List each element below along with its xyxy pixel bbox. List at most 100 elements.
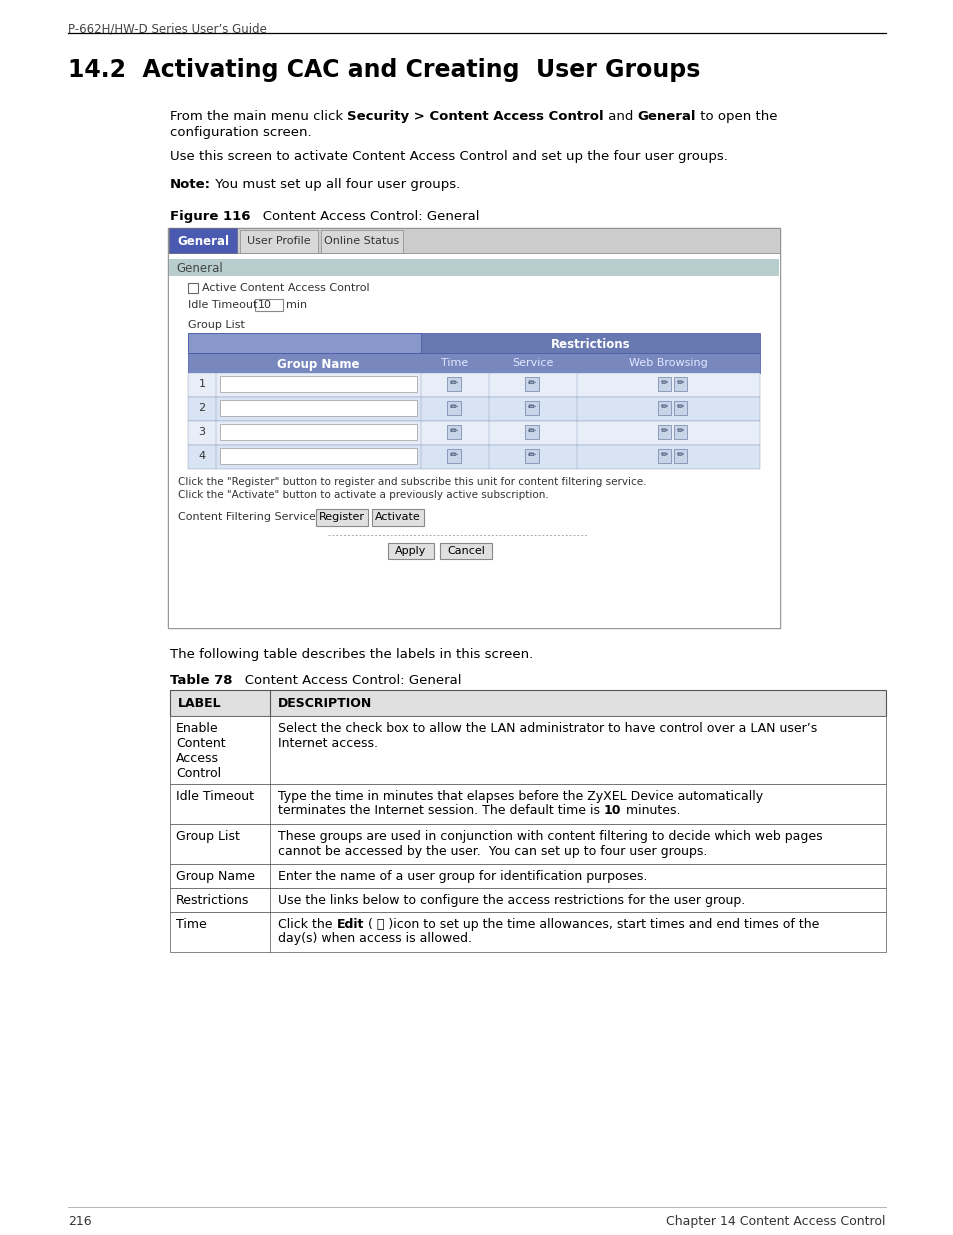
Bar xyxy=(674,450,687,463)
Text: General: General xyxy=(177,235,229,248)
Text: ✏: ✏ xyxy=(660,378,667,388)
Bar xyxy=(169,259,779,275)
Bar xyxy=(188,421,760,445)
Text: Content Filtering Service: Content Filtering Service xyxy=(178,513,315,522)
Bar xyxy=(240,230,317,253)
Text: ✏: ✏ xyxy=(450,403,457,412)
Text: 3: 3 xyxy=(198,427,205,437)
Bar xyxy=(188,353,760,373)
Text: Active Content Access Control: Active Content Access Control xyxy=(202,283,369,293)
Text: Restrictions: Restrictions xyxy=(550,338,630,351)
Text: Enter the name of a user group for identification purposes.: Enter the name of a user group for ident… xyxy=(277,869,647,883)
Bar xyxy=(220,400,416,416)
Bar xyxy=(658,450,671,463)
Text: terminates the Internet session. The default time is: terminates the Internet session. The def… xyxy=(277,804,603,818)
Text: 10: 10 xyxy=(603,804,620,818)
Text: Select the check box to allow the LAN administrator to have control over a LAN u: Select the check box to allow the LAN ad… xyxy=(277,722,817,750)
Bar xyxy=(315,509,368,526)
Bar xyxy=(524,377,538,391)
Bar xyxy=(674,401,687,415)
Text: Content Access Control: General: Content Access Control: General xyxy=(233,674,461,687)
Bar xyxy=(168,228,780,629)
Bar xyxy=(170,911,885,952)
Bar xyxy=(447,377,460,391)
Text: ✏: ✏ xyxy=(660,403,667,411)
Text: Register: Register xyxy=(318,513,365,522)
Text: Web Browsing: Web Browsing xyxy=(628,358,707,368)
Text: 216: 216 xyxy=(68,1215,91,1228)
Text: Edit: Edit xyxy=(336,918,363,931)
Text: Group Name: Group Name xyxy=(277,358,359,370)
Text: to open the: to open the xyxy=(696,110,777,124)
Text: Activate: Activate xyxy=(375,513,420,522)
Text: Idle Timeout: Idle Timeout xyxy=(188,300,257,310)
Bar xyxy=(524,401,538,415)
Text: Group List: Group List xyxy=(188,320,245,330)
Text: From the main menu click: From the main menu click xyxy=(170,110,347,124)
Text: Figure 116: Figure 116 xyxy=(170,210,251,224)
Text: Group List: Group List xyxy=(175,830,239,844)
Text: ✏: ✏ xyxy=(527,403,536,412)
Text: Time: Time xyxy=(175,918,207,931)
Bar xyxy=(170,864,885,888)
Text: 4: 4 xyxy=(198,451,205,461)
Text: General: General xyxy=(175,262,222,275)
Text: User Profile: User Profile xyxy=(247,236,311,246)
Text: Enable
Content
Access
Control: Enable Content Access Control xyxy=(175,722,226,781)
Text: DESCRIPTION: DESCRIPTION xyxy=(277,697,372,710)
Text: Click the "Register" button to register and subscribe this unit for content filt: Click the "Register" button to register … xyxy=(178,477,646,487)
Text: Apply: Apply xyxy=(395,546,426,556)
Text: Restrictions: Restrictions xyxy=(175,894,249,906)
Bar xyxy=(447,401,460,415)
Bar xyxy=(254,299,283,311)
Text: Idle Timeout: Idle Timeout xyxy=(175,790,253,803)
Text: 1: 1 xyxy=(198,379,205,389)
Bar xyxy=(439,543,492,559)
Bar xyxy=(170,784,885,824)
Text: 14.2  Activating CAC and Creating  User Groups: 14.2 Activating CAC and Creating User Gr… xyxy=(68,58,700,82)
Text: Online Status: Online Status xyxy=(324,236,399,246)
Bar xyxy=(524,450,538,463)
Bar xyxy=(674,377,687,391)
Bar xyxy=(320,230,402,253)
Bar xyxy=(372,509,423,526)
Bar xyxy=(220,448,416,464)
Text: General: General xyxy=(637,110,696,124)
Text: Type the time in minutes that elapses before the ZyXEL Device automatically: Type the time in minutes that elapses be… xyxy=(277,790,762,803)
Text: Security > Content Access Control: Security > Content Access Control xyxy=(347,110,603,124)
Bar xyxy=(188,283,198,293)
Text: ✏: ✏ xyxy=(527,426,536,436)
Bar xyxy=(188,333,420,353)
Text: min: min xyxy=(286,300,307,310)
Text: ✏: ✏ xyxy=(676,378,683,388)
Text: ✏: ✏ xyxy=(676,426,683,436)
Text: Chapter 14 Content Access Control: Chapter 14 Content Access Control xyxy=(666,1215,885,1228)
Text: ✏: ✏ xyxy=(527,378,536,388)
Text: ✏: ✏ xyxy=(450,450,457,459)
Text: Click the "Activate" button to activate a previously active subscription.: Click the "Activate" button to activate … xyxy=(178,490,548,500)
Text: ✏: ✏ xyxy=(676,403,683,411)
Text: day(s) when access is allowed.: day(s) when access is allowed. xyxy=(277,932,472,945)
Text: ✏: ✏ xyxy=(450,378,457,388)
Bar xyxy=(524,425,538,438)
Text: Service: Service xyxy=(512,358,553,368)
Bar xyxy=(188,396,760,421)
Text: You must set up all four user groups.: You must set up all four user groups. xyxy=(211,178,459,191)
Text: 2: 2 xyxy=(198,403,205,412)
Text: Click the: Click the xyxy=(277,918,336,931)
Text: and: and xyxy=(603,110,637,124)
Bar xyxy=(447,450,460,463)
Text: Group Name: Group Name xyxy=(175,869,254,883)
Text: Content Access Control: General: Content Access Control: General xyxy=(251,210,479,224)
Bar xyxy=(388,543,434,559)
Bar xyxy=(168,228,780,253)
Bar xyxy=(169,228,236,253)
Text: configuration screen.: configuration screen. xyxy=(170,126,312,140)
Text: Table 78: Table 78 xyxy=(170,674,233,687)
Text: ✏: ✏ xyxy=(450,426,457,436)
Bar xyxy=(188,333,760,353)
Text: ✏: ✏ xyxy=(660,426,667,436)
Bar xyxy=(658,377,671,391)
Text: minutes.: minutes. xyxy=(620,804,679,818)
Text: Use this screen to activate Content Access Control and set up the four user grou: Use this screen to activate Content Acce… xyxy=(170,149,727,163)
